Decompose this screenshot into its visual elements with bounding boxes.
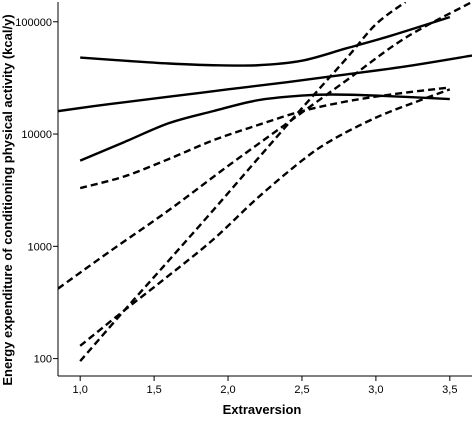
x-tick-label: 1,5 <box>146 384 161 396</box>
labels-layer: Extraversion Energy expenditure of condi… <box>0 14 301 417</box>
axes-layer: 1,0 1,5 2,0 2,5 3,0 3,5 100 1000 10000 100000 <box>15 2 472 396</box>
dashed-line-6 <box>79 86 450 190</box>
dashed-line-5 <box>79 2 407 362</box>
y-tick-label: 10000 <box>21 129 52 141</box>
x-tick-label: 3,5 <box>442 384 457 396</box>
dashed-line-7 <box>79 88 451 347</box>
y-tick-label: 100000 <box>15 17 52 29</box>
dashed-line-4 <box>58 2 472 290</box>
x-tick-label: 2,5 <box>294 384 309 396</box>
x-tick-label: 1,0 <box>73 384 88 396</box>
series-layer <box>58 2 472 362</box>
x-tick-label: 2,0 <box>220 384 235 396</box>
y-axis-title: Energy expenditure of conditioning physi… <box>0 14 15 385</box>
x-tick-label: 3,0 <box>368 384 383 396</box>
solid-line-3 <box>79 93 450 162</box>
y-tick-label: 100 <box>34 354 52 366</box>
x-axis-title: Extraversion <box>223 402 302 417</box>
solid-line-1 <box>58 54 472 113</box>
y-tick-label: 1000 <box>28 241 52 253</box>
solid-line-2 <box>80 15 451 67</box>
